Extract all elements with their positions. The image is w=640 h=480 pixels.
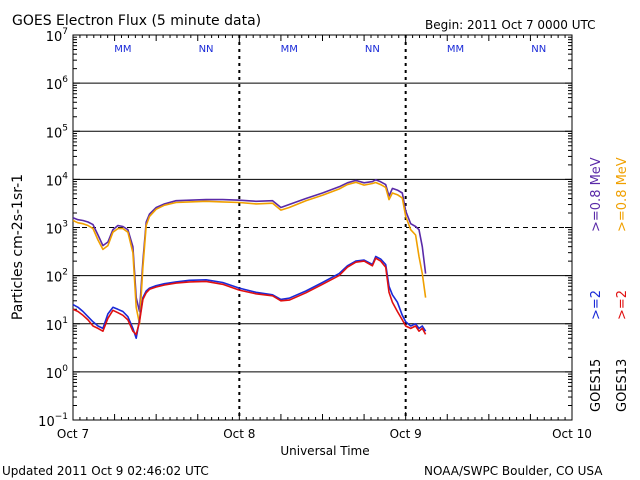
- y-tick-label: 10−1: [38, 412, 68, 430]
- y-tick-label: 102: [46, 268, 68, 286]
- mn-marker: NN: [199, 44, 214, 55]
- series-line: [72, 179, 427, 313]
- y-tick-label: 100: [46, 364, 69, 382]
- legend-sat-goes13: GOES13: [615, 359, 630, 412]
- credit-text: NOAA/SWPC Boulder, CO USA: [424, 464, 603, 478]
- mn-marker: NN: [531, 44, 546, 55]
- x-tick-label: Oct 7: [57, 427, 89, 441]
- x-axis-label: Universal Time: [280, 444, 369, 458]
- legend-goes15-2: >=2: [589, 290, 604, 320]
- mn-marker: MM: [114, 44, 131, 55]
- legend-goes15-08: >=0.8 MeV: [589, 157, 604, 232]
- y-tick-label: 105: [46, 123, 68, 141]
- y-tick-label: 101: [46, 316, 68, 334]
- y-axis-label: Particles cm-2s-1sr-1: [10, 174, 26, 320]
- mn-marker: NN: [365, 44, 380, 55]
- series-line: [72, 181, 427, 325]
- x-tick-label: Oct 8: [223, 427, 255, 441]
- legend-sat-goes15: GOES15: [589, 359, 604, 412]
- mn-marker: MM: [447, 44, 464, 55]
- series-line: [72, 255, 427, 340]
- y-tick-label: 103: [46, 220, 68, 238]
- x-tick-label: Oct 9: [390, 427, 422, 441]
- updated-timestamp: Updated 2011 Oct 9 02:46:02 UTC: [2, 464, 209, 478]
- y-tick-label: 106: [46, 75, 69, 93]
- series-line: [72, 257, 427, 336]
- mn-marker: MM: [281, 44, 298, 55]
- begin-time: Begin: 2011 Oct 7 0000 UTC: [425, 18, 596, 32]
- legend-goes13-2: >=2: [615, 290, 630, 320]
- legend: GOES15 GOES13 >=2 >=2 >=0.8 MeV >=0.8 MeV: [589, 157, 630, 412]
- x-tick-label: Oct 10: [552, 427, 592, 441]
- chart-title: GOES Electron Flux (5 minute data): [12, 13, 261, 29]
- y-tick-label: 104: [46, 171, 69, 189]
- y-tick-label: 107: [46, 27, 68, 45]
- plot-area: 10−1 100 101 102 103 104 105 106 107 Oct 7 Oct 8 Oc…: [38, 27, 592, 441]
- legend-goes13-08: >=0.8 MeV: [615, 157, 630, 232]
